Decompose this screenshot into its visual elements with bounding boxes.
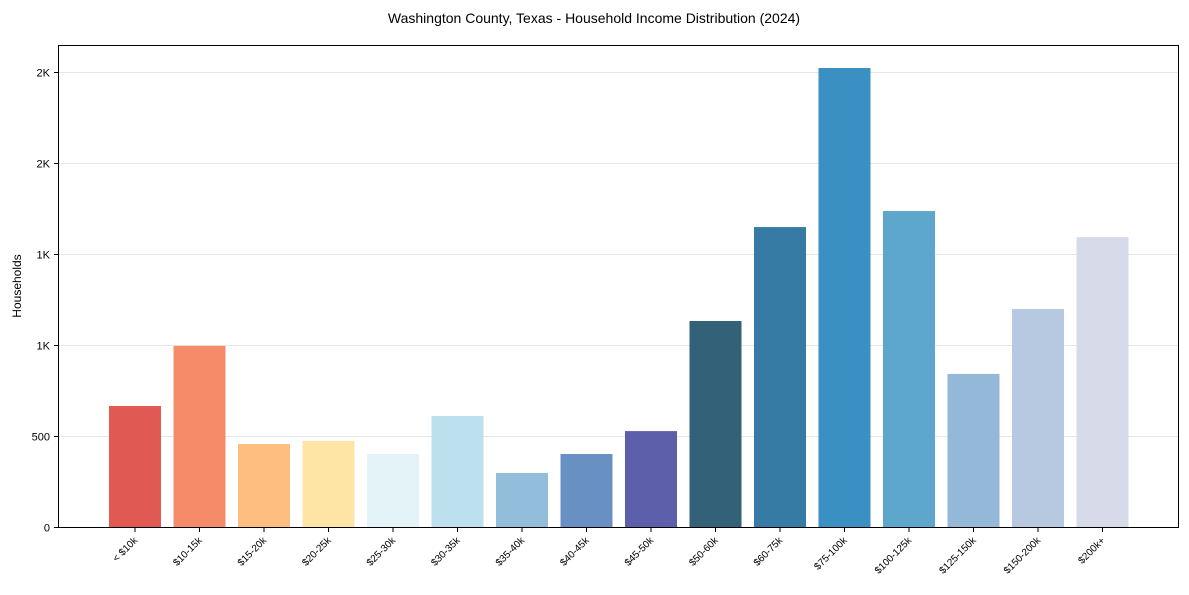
x-tick-label: $10-15k	[171, 535, 205, 569]
bar	[173, 345, 226, 527]
bar	[1076, 237, 1129, 527]
bar	[302, 440, 355, 527]
x-tick-label: $100-125k	[873, 535, 915, 577]
bar	[431, 415, 484, 527]
x-tick-label: $60-75k	[752, 535, 786, 569]
x-tick-label: < $10k	[111, 535, 141, 565]
x-tick-label: $45-50k	[623, 535, 657, 569]
y-tick-label: 1K	[37, 341, 51, 353]
y-axis-label: Households	[10, 254, 24, 317]
bar	[689, 320, 742, 527]
chart-title: Washington County, Texas - Household Inc…	[388, 10, 800, 26]
y-tick-label: 2K	[37, 68, 51, 80]
x-tick-label: $30-35k	[429, 535, 463, 569]
bar	[367, 454, 419, 527]
bar	[560, 454, 613, 527]
y-tick-label: 500	[32, 432, 50, 444]
bar	[496, 472, 548, 527]
bar	[109, 405, 161, 527]
bar	[625, 431, 677, 527]
bar	[754, 227, 806, 527]
bar	[238, 444, 290, 527]
x-tick-label: $40-45k	[558, 535, 592, 569]
plot-frame	[58, 45, 1179, 528]
bar	[947, 373, 1000, 527]
x-tick-label: $35-40k	[494, 535, 528, 569]
x-tick-label: $20-25k	[300, 535, 334, 569]
bar	[818, 67, 871, 527]
x-tick-label: $50-60k	[687, 535, 721, 569]
x-tick-label: $75-100k	[812, 535, 850, 573]
x-tick-label: $15-20k	[236, 535, 270, 569]
x-tick-label: $125-150k	[937, 535, 979, 577]
y-tick-label: 2K	[37, 159, 51, 171]
y-tick-label: 1K	[37, 250, 51, 262]
x-tick-label: $25-30k	[365, 535, 399, 569]
x-tick-label: $200k+	[1076, 535, 1107, 566]
bar	[883, 211, 935, 527]
bar	[1012, 308, 1064, 527]
y-tick-label: 0	[44, 523, 50, 535]
x-tick-label: $150-200k	[1002, 535, 1044, 577]
